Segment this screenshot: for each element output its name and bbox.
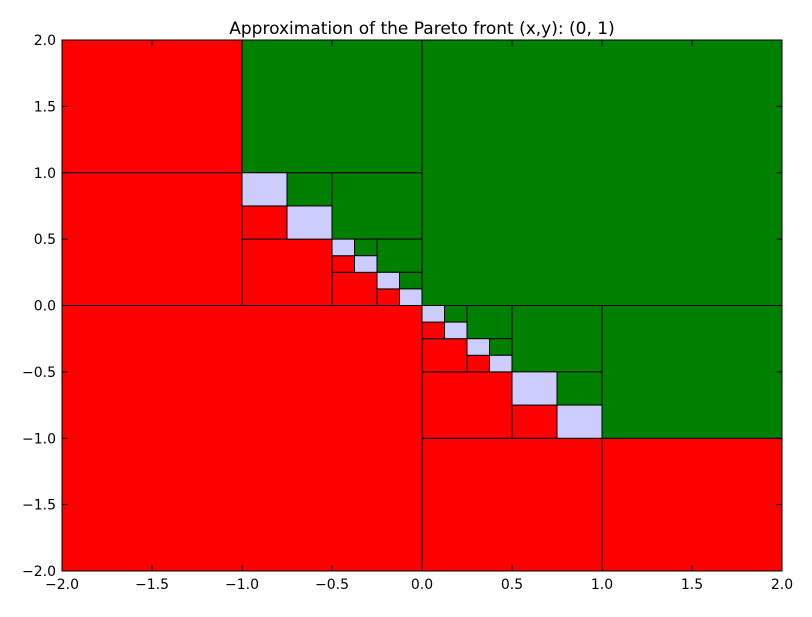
green-box-15: [241, 39, 423, 174]
red-box-6: [421, 371, 513, 439]
x-tick-label-7: 1.5: [681, 577, 703, 593]
x-tick-label-4: 0.0: [411, 577, 433, 593]
red-box-4: [601, 437, 783, 572]
green-box-23: [556, 371, 603, 406]
plot-frame: [61, 39, 783, 572]
boxes-layer: [61, 39, 783, 572]
lavender-box-28: [241, 172, 288, 207]
x-tick-label-8: 2.0: [771, 577, 793, 593]
y-tick-label-2: −1.0: [22, 431, 56, 447]
lavender-box-29: [286, 205, 333, 240]
lavender-box-38: [511, 371, 558, 406]
green-box-24: [354, 238, 378, 257]
green-box-26: [444, 305, 468, 323]
lavender-box-30: [331, 238, 355, 257]
red-box-2: [61, 305, 423, 572]
chart-title: Approximation of the Pareto front (x,y):…: [229, 19, 614, 39]
green-box-19: [511, 305, 603, 373]
red-box-9: [421, 338, 468, 373]
x-tick-label-6: 1.0: [591, 577, 613, 593]
green-box-20: [286, 172, 333, 207]
lavender-box-39: [556, 404, 603, 439]
green-box-25: [399, 271, 423, 290]
red-box-12: [376, 288, 400, 306]
red-box-11: [331, 255, 355, 273]
lavender-box-36: [466, 338, 490, 356]
red-box-0: [61, 39, 243, 174]
lavender-box-34: [421, 305, 445, 323]
x-tick-label-2: −1.0: [225, 577, 259, 593]
lavender-box-35: [444, 321, 468, 340]
green-box-18: [331, 172, 423, 240]
red-box-7: [241, 205, 288, 240]
lavender-box-37: [489, 354, 513, 373]
x-tick-label-5: 0.5: [501, 577, 523, 593]
y-tick-label-8: 2.0: [34, 33, 56, 49]
red-box-3: [421, 437, 603, 572]
x-tick-label-1: −1.5: [135, 577, 169, 593]
red-box-8: [331, 271, 378, 306]
y-tick-label-3: −0.5: [22, 365, 56, 381]
red-box-5: [241, 238, 333, 306]
y-tick-label-0: −2.0: [22, 564, 56, 580]
red-box-14: [466, 354, 490, 373]
green-box-22: [466, 305, 513, 340]
y-tick-label-1: −1.5: [22, 498, 56, 514]
red-box-10: [511, 404, 558, 439]
green-box-21: [376, 238, 423, 273]
lavender-box-31: [354, 255, 378, 273]
ticks-layer: −2.0 −1.5 −1.0 −0.5 0.0 0.5 1.0 1.5 2.0 −2.0 −1.5 −…: [22, 33, 793, 593]
y-tick-label-6: 1.0: [34, 166, 56, 182]
y-tick-label-5: 0.5: [34, 232, 56, 248]
x-tick-label-3: −0.5: [315, 577, 349, 593]
lavender-box-32: [376, 271, 400, 290]
y-tick-label-7: 1.5: [34, 99, 56, 115]
green-box-27: [489, 338, 513, 356]
y-tick-label-4: 0.0: [34, 299, 56, 315]
red-box-1: [61, 172, 243, 306]
x-tick-label-0: −2.0: [45, 577, 79, 593]
green-box-17: [601, 305, 783, 439]
green-box-16: [421, 39, 783, 306]
red-box-13: [421, 321, 445, 340]
lavender-box-33: [399, 288, 423, 306]
